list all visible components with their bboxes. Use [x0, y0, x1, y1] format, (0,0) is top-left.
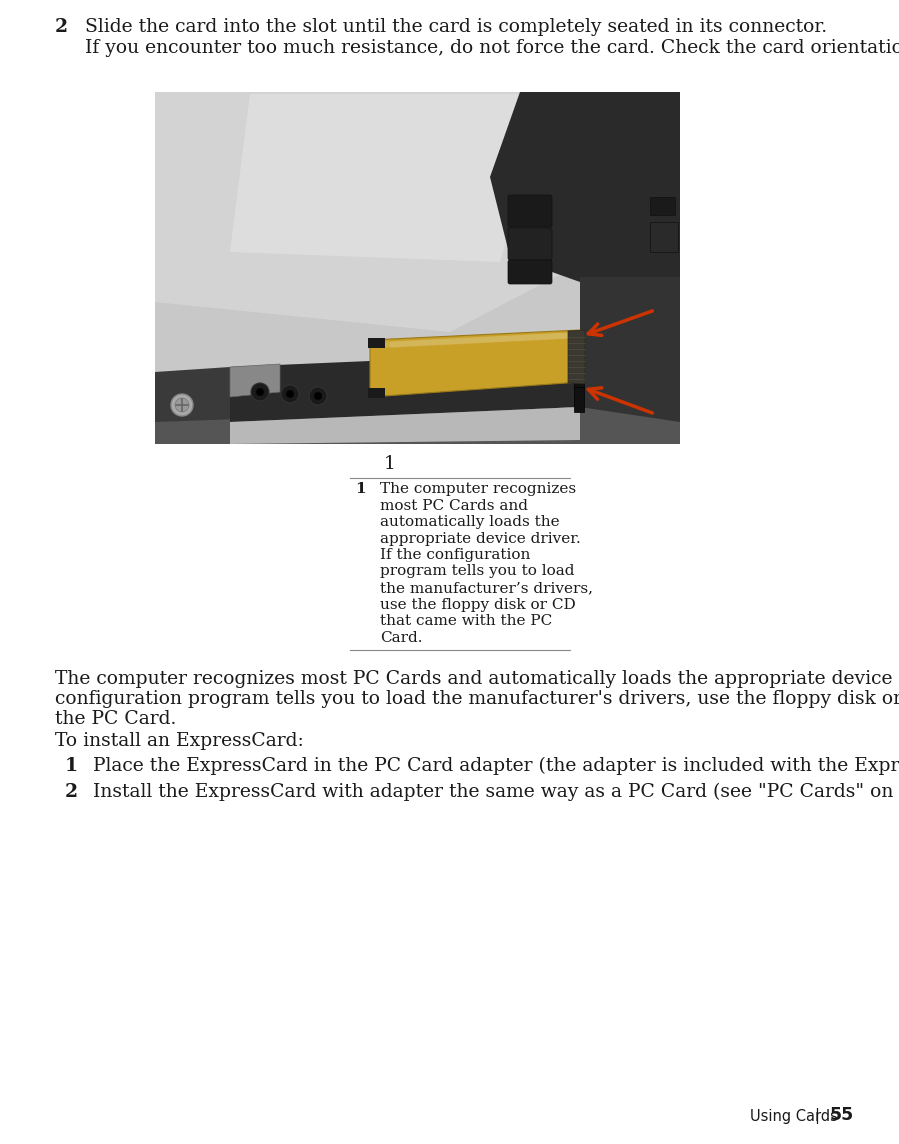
Text: 1: 1 [355, 482, 366, 496]
Text: Using Cards: Using Cards [750, 1109, 838, 1125]
Text: most PC Cards and: most PC Cards and [380, 499, 528, 513]
Circle shape [314, 392, 322, 400]
Text: 2: 2 [65, 782, 78, 801]
Polygon shape [368, 337, 385, 348]
Circle shape [309, 387, 327, 405]
Polygon shape [155, 367, 230, 442]
Text: automatically loads the: automatically loads the [380, 515, 559, 529]
Text: appropriate device driver.: appropriate device driver. [380, 532, 581, 546]
Circle shape [251, 383, 269, 402]
Polygon shape [390, 332, 580, 348]
Text: Place the ExpressCard in the PC Card adapter (the adapter is included with the E: Place the ExpressCard in the PC Card ada… [93, 757, 899, 776]
Text: The computer recognizes: The computer recognizes [380, 482, 576, 496]
Text: The computer recognizes most PC Cards and automatically loads the appropriate de: The computer recognizes most PC Cards an… [55, 670, 899, 688]
Text: If the configuration: If the configuration [380, 548, 530, 562]
Circle shape [286, 390, 294, 398]
Text: use the floppy disk or CD: use the floppy disk or CD [380, 597, 575, 612]
Text: To install an ExpressCard:: To install an ExpressCard: [55, 732, 304, 750]
Polygon shape [230, 407, 580, 444]
Polygon shape [375, 332, 580, 348]
Text: Card.: Card. [380, 630, 423, 644]
Text: If you encounter too much resistance, do not force the card. Check the card orie: If you encounter too much resistance, do… [85, 39, 899, 57]
Polygon shape [230, 364, 280, 397]
Text: that came with the PC: that came with the PC [380, 614, 552, 628]
Text: the PC Card.: the PC Card. [55, 710, 176, 728]
Text: program tells you to load: program tells you to load [380, 564, 574, 579]
Bar [150, 82, 710, 447]
Circle shape [175, 398, 189, 412]
Polygon shape [368, 388, 385, 398]
Text: 2: 2 [55, 18, 68, 35]
Polygon shape [155, 407, 680, 444]
Text: Slide the card into the slot until the card is completely seated in its connecto: Slide the card into the slot until the c… [85, 18, 827, 35]
Bar [574, 387, 584, 412]
Circle shape [256, 388, 264, 396]
Polygon shape [490, 92, 680, 283]
Polygon shape [155, 92, 680, 332]
Polygon shape [155, 92, 680, 437]
Text: |: | [814, 1109, 820, 1125]
FancyBboxPatch shape [508, 228, 552, 260]
Polygon shape [230, 352, 580, 422]
Text: Install the ExpressCard with adapter the same way as a PC Card (see "PC Cards" o: Install the ExpressCard with adapter the… [93, 782, 899, 801]
Bar [650, 197, 675, 215]
Bar [574, 337, 584, 387]
Text: configuration program tells you to load the manufacturer's drivers, use the flop: configuration program tells you to load … [55, 690, 899, 708]
Polygon shape [370, 329, 580, 397]
Polygon shape [568, 329, 585, 384]
Text: 55: 55 [830, 1106, 854, 1125]
Circle shape [281, 386, 299, 403]
Text: the manufacturer’s drivers,: the manufacturer’s drivers, [380, 581, 593, 595]
FancyBboxPatch shape [508, 194, 552, 227]
Bar [650, 222, 678, 252]
Text: 1: 1 [384, 455, 396, 472]
FancyBboxPatch shape [508, 260, 552, 284]
Text: 1: 1 [65, 757, 78, 774]
Polygon shape [580, 277, 680, 437]
Circle shape [171, 394, 193, 416]
Polygon shape [230, 94, 550, 262]
